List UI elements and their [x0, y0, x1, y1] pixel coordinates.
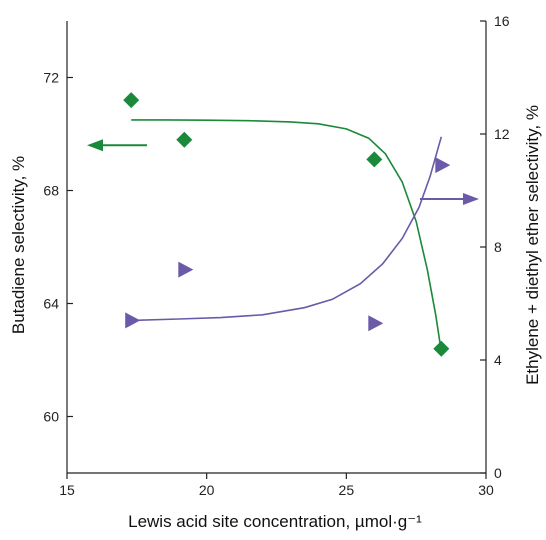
y-left-tick-label: 72: [43, 70, 59, 86]
y-axis-right-title: Ethylene + diethyl ether selectivity, %: [523, 105, 542, 385]
y-right-tick-label: 16: [494, 13, 510, 29]
y-right-tick-label: 12: [494, 126, 510, 142]
diamond-marker: [176, 131, 193, 148]
data-markers: [123, 92, 451, 357]
y-left-tick-label: 64: [43, 296, 59, 312]
right-arrow-head: [463, 192, 479, 205]
y-right-tick-label: 8: [494, 239, 502, 255]
x-tick-label: 20: [199, 482, 215, 498]
y-left-tick-label: 60: [43, 409, 59, 425]
fit-curves: [131, 119, 443, 352]
diamond-marker: [433, 340, 450, 357]
y-right-tick-label: 0: [494, 465, 502, 481]
x-tick-label: 15: [59, 482, 75, 498]
axis-arrows: [87, 139, 479, 205]
y-left-tick-label: 68: [43, 183, 59, 199]
triangle-right-marker: [178, 261, 194, 278]
y-right-tick-label: 4: [494, 352, 502, 368]
triangle-right-marker: [368, 315, 384, 332]
fit-curve-triangle-right: [131, 136, 443, 322]
fit-curve-diamond: [131, 119, 443, 352]
axes: 15 20 25 30 60 64 68 72 0 4 8 12 16: [43, 13, 509, 498]
y-axis-left-title: Butadiene selectivity, %: [9, 156, 28, 334]
x-tick-label: 25: [339, 482, 355, 498]
triangle-right-marker: [125, 312, 141, 329]
diamond-marker: [123, 92, 140, 109]
triangle-right-marker: [435, 157, 451, 174]
x-tick-label: 30: [478, 482, 494, 498]
left-arrow-head: [87, 139, 103, 152]
x-axis-title: Lewis acid site concentration, µmol·g⁻¹: [128, 512, 422, 531]
diamond-marker: [366, 151, 383, 168]
